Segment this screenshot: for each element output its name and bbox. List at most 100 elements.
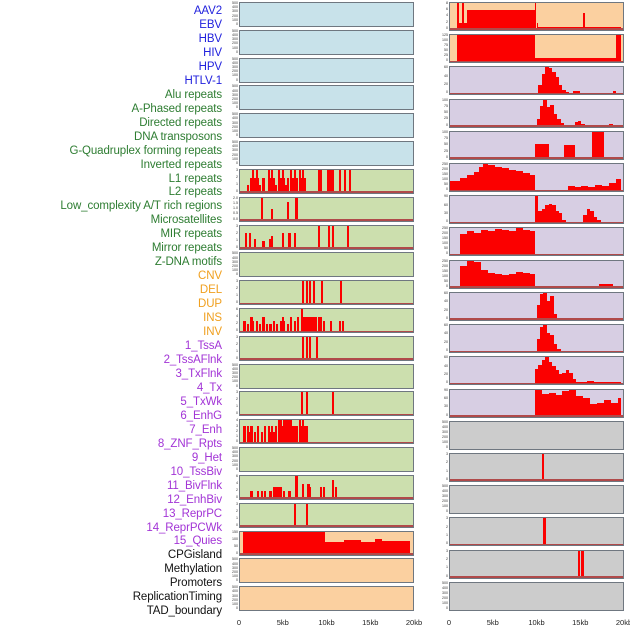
data-bar bbox=[312, 316, 315, 333]
track-L15[interactable] bbox=[239, 391, 414, 417]
track-L7[interactable] bbox=[239, 168, 414, 194]
area-segment bbox=[597, 219, 601, 224]
y-tick-label: 300 bbox=[232, 454, 238, 459]
track-L13[interactable] bbox=[239, 335, 414, 361]
track-L16[interactable] bbox=[239, 419, 414, 445]
y-tick-label: 3 bbox=[236, 501, 238, 506]
track-R15[interactable] bbox=[449, 452, 624, 482]
y-tick-label: 300 bbox=[232, 371, 238, 376]
area-segment bbox=[586, 381, 594, 385]
y-tick-label: 400 bbox=[232, 116, 238, 121]
y-tick-label: 90 bbox=[444, 387, 448, 392]
track-L4[interactable] bbox=[239, 85, 414, 111]
track-R6[interactable] bbox=[449, 163, 624, 193]
y-tick-label: 1 bbox=[236, 237, 238, 242]
track-L2[interactable] bbox=[239, 29, 414, 55]
y-tick-label: 100 bbox=[232, 17, 238, 22]
y-tick-label: 200 bbox=[232, 569, 238, 574]
track-R2[interactable] bbox=[449, 34, 624, 64]
area-segment bbox=[538, 85, 542, 95]
track-L6[interactable] bbox=[239, 141, 414, 167]
x-tick-label: 15kb bbox=[362, 618, 379, 627]
area-segment bbox=[595, 185, 603, 192]
track-label-hbv: HBV bbox=[198, 32, 222, 45]
y-tick-label: 50 bbox=[444, 278, 448, 283]
data-bar bbox=[578, 550, 581, 578]
track-R7[interactable] bbox=[449, 195, 624, 225]
y-tick-label: 100 bbox=[442, 38, 448, 43]
y-tick-label: 500 bbox=[232, 446, 238, 451]
plot-area bbox=[240, 142, 413, 165]
track-L11[interactable] bbox=[239, 280, 414, 306]
data-bar bbox=[309, 281, 312, 305]
area-segment bbox=[574, 121, 578, 127]
y-tick-label: 40 bbox=[444, 73, 448, 78]
area-segment bbox=[343, 539, 362, 555]
data-bar bbox=[300, 392, 303, 416]
track-label-aav2: AAV2 bbox=[193, 5, 222, 17]
y-tick-label: 400 bbox=[232, 255, 238, 260]
track-R4[interactable] bbox=[449, 98, 624, 128]
y-tick-label: 100 bbox=[232, 536, 238, 541]
track-label-promoters: Promoters bbox=[169, 577, 222, 590]
track-R5[interactable] bbox=[449, 130, 624, 160]
track-R9[interactable] bbox=[449, 259, 624, 289]
y-tick-label: 6 bbox=[446, 7, 448, 12]
data-bar bbox=[281, 233, 284, 249]
data-bar bbox=[250, 177, 253, 193]
y-tick-label: 0 bbox=[446, 444, 448, 449]
area-segment bbox=[574, 186, 582, 192]
area-segment bbox=[548, 68, 553, 95]
track-R14[interactable] bbox=[449, 420, 624, 450]
track-L5[interactable] bbox=[239, 113, 414, 139]
area-segment bbox=[603, 399, 611, 417]
track-L18[interactable] bbox=[239, 474, 414, 500]
track-L22[interactable] bbox=[239, 586, 414, 612]
y-tick-label: 0.5 bbox=[233, 211, 238, 216]
area-segment bbox=[548, 392, 556, 417]
track-L10[interactable] bbox=[239, 252, 414, 278]
track-R8[interactable] bbox=[449, 227, 624, 257]
track-L12[interactable] bbox=[239, 308, 414, 334]
track-L17[interactable] bbox=[239, 447, 414, 473]
track-L9[interactable] bbox=[239, 224, 414, 250]
track-L19[interactable] bbox=[239, 502, 414, 528]
y-tick-label: 100 bbox=[442, 177, 448, 182]
plot-area bbox=[240, 225, 413, 249]
track-R12[interactable] bbox=[449, 356, 624, 386]
track-R1[interactable] bbox=[449, 2, 624, 31]
area-segment bbox=[569, 389, 577, 417]
track-R10[interactable] bbox=[449, 291, 624, 321]
track-L1[interactable] bbox=[239, 2, 414, 28]
data-bar bbox=[302, 281, 305, 305]
area-segment bbox=[456, 181, 461, 192]
track-label-a-phased-repeats: A-Phased repeats bbox=[131, 102, 223, 115]
data-bar bbox=[347, 225, 350, 249]
track-R16[interactable] bbox=[449, 485, 624, 515]
data-bar bbox=[276, 324, 279, 333]
track-L8[interactable] bbox=[239, 196, 414, 222]
y-tick-label: 100 bbox=[232, 574, 238, 579]
data-bar bbox=[340, 281, 343, 305]
area-segment bbox=[508, 169, 516, 192]
area-segment bbox=[479, 167, 483, 192]
track-R17[interactable] bbox=[449, 517, 624, 547]
track-L20[interactable] bbox=[239, 530, 414, 556]
track-R18[interactable] bbox=[449, 549, 624, 579]
y-tick-label: 1 bbox=[446, 533, 448, 538]
y-tick-label: 200 bbox=[232, 41, 238, 46]
track-R11[interactable] bbox=[449, 324, 624, 354]
area-segment bbox=[591, 131, 603, 159]
track-R13[interactable] bbox=[449, 388, 624, 418]
area-segment bbox=[616, 35, 622, 63]
data-bar bbox=[286, 324, 289, 333]
track-R3[interactable] bbox=[449, 66, 624, 96]
track-R19[interactable] bbox=[449, 581, 624, 611]
y-tick-label: 500 bbox=[442, 419, 448, 424]
area-segment bbox=[569, 373, 573, 385]
track-L21[interactable] bbox=[239, 558, 414, 584]
area-segment bbox=[467, 260, 475, 288]
track-L3[interactable] bbox=[239, 57, 414, 83]
track-label-low-complexity-a-t-rich-regions: Low_complexity A/T rich regions bbox=[60, 200, 222, 213]
track-L14[interactable] bbox=[239, 363, 414, 389]
